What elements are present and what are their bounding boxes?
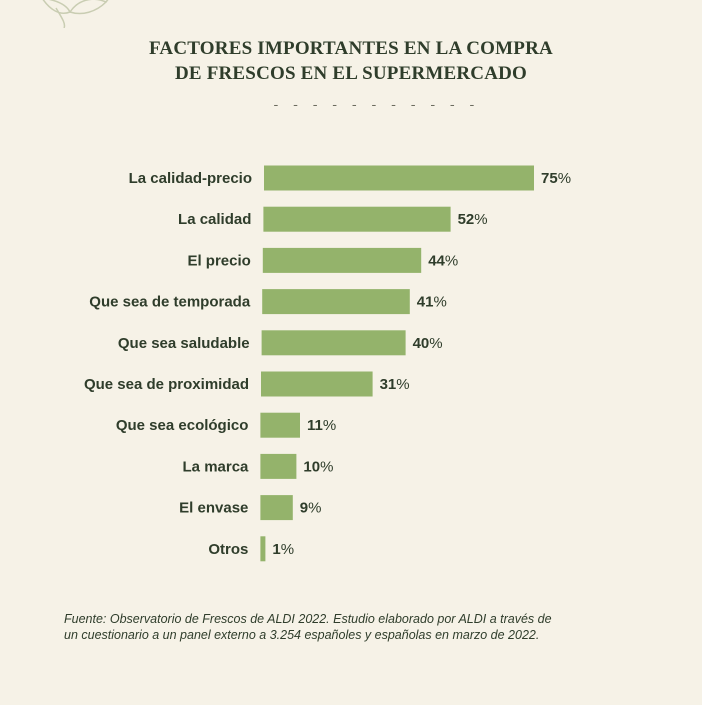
- chart-title-line-1: FACTORES IMPORTANTES EN LA COMPRA: [149, 38, 553, 59]
- value-label-3: 41%: [417, 294, 447, 311]
- bar-7: [260, 453, 297, 479]
- leaf-logo-icon: [42, 0, 109, 28]
- category-label-1: La calidad: [178, 211, 251, 228]
- value-label-5: 31%: [380, 376, 410, 393]
- bar-1: [263, 206, 451, 232]
- category-label-5: Que sea de proximidad: [84, 376, 249, 393]
- category-label-6: Que sea ecológico: [116, 417, 249, 434]
- value-label-0: 75%: [541, 170, 571, 187]
- value-label-8: 9%: [300, 500, 322, 517]
- source-note: Fuente: Observatorio de Frescos de ALDI …: [64, 611, 644, 643]
- source-note-line-1: Fuente: Observatorio de Frescos de ALDI …: [64, 612, 552, 626]
- source-note-line-2: un cuestionario a un panel externo a 3.2…: [64, 628, 540, 642]
- value-label-1: 52%: [458, 211, 488, 228]
- bar-8: [260, 495, 293, 521]
- bar-2: [262, 247, 422, 273]
- category-label-3: Que sea de temporada: [89, 294, 251, 311]
- category-label-0: La calidad-precio: [129, 170, 252, 187]
- category-label-9: Otros: [208, 541, 248, 558]
- category-label-2: El precio: [187, 252, 250, 269]
- category-label-8: El envase: [179, 500, 248, 517]
- value-label-2: 44%: [428, 252, 458, 269]
- bar-3: [262, 289, 410, 315]
- value-label-6: 11%: [307, 417, 336, 434]
- value-label-4: 40%: [413, 335, 443, 352]
- category-label-7: La marca: [183, 458, 250, 475]
- bar-4: [261, 330, 406, 356]
- bar-0: [264, 165, 534, 191]
- title-divider: - - - - - - - - - - -: [272, 98, 478, 113]
- value-label-9: 1%: [272, 541, 294, 558]
- value-label-7: 10%: [303, 458, 333, 475]
- bar-9: [260, 536, 266, 562]
- chart-title-line-2: DE FRESCOS EN EL SUPERMERCADO: [174, 63, 528, 84]
- bar-chart: La calidad-precio 75% La calidad 52% El prec…: [84, 165, 571, 562]
- bar-6: [260, 412, 300, 438]
- bar-5: [261, 371, 373, 397]
- category-label-4: Que sea saludable: [118, 335, 250, 352]
